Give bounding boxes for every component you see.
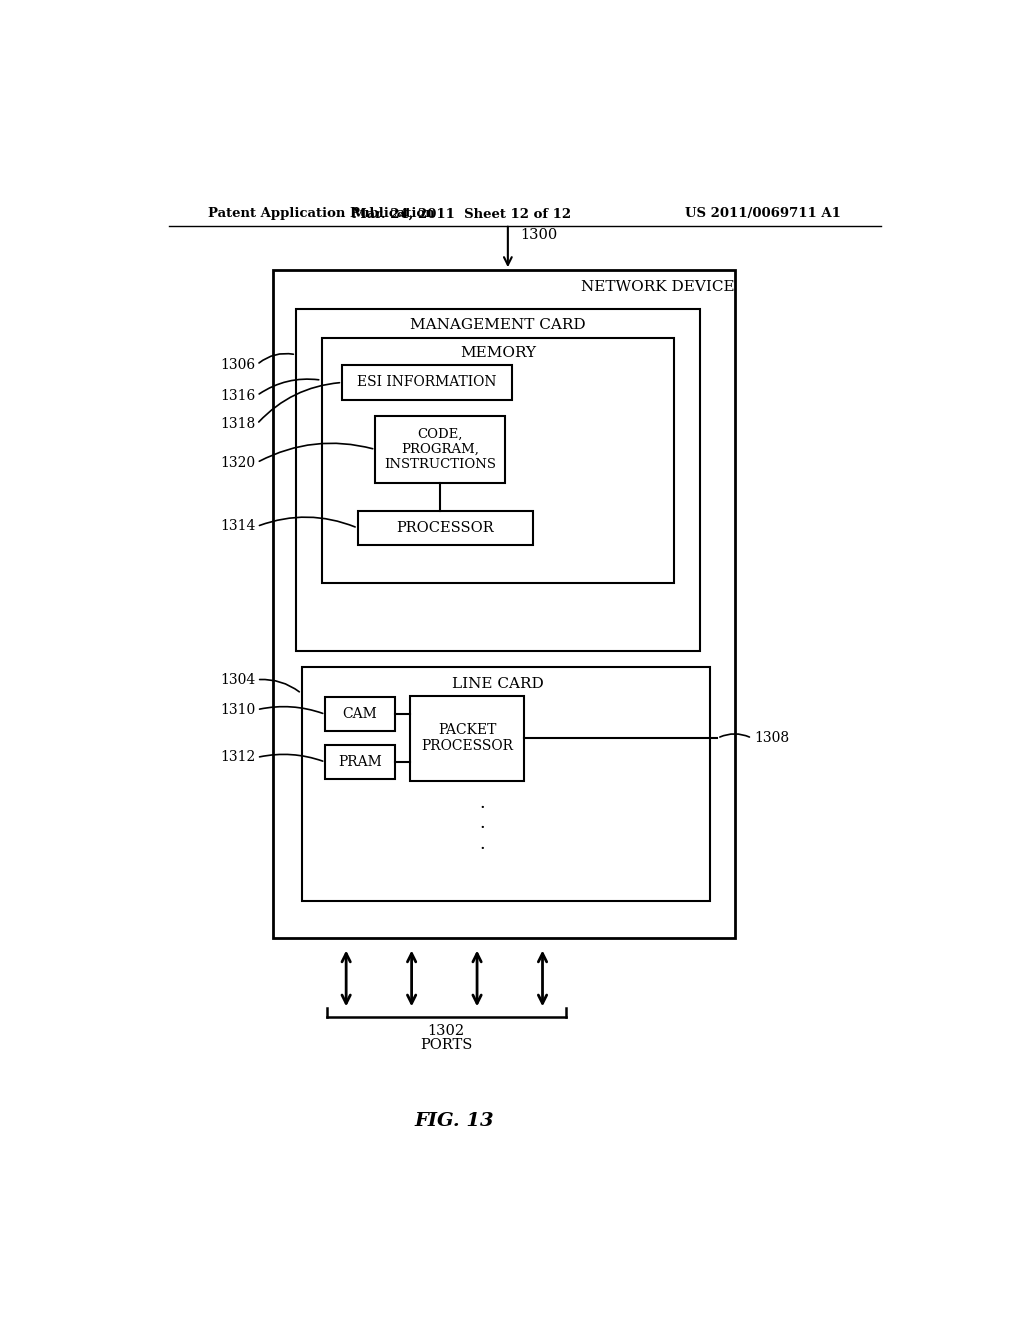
Bar [312, 677, 715, 907]
Bar [326, 697, 394, 731]
Text: 1304: 1304 [220, 673, 255, 686]
Bar [273, 271, 735, 939]
Bar [376, 416, 505, 483]
Bar [296, 309, 700, 651]
Text: Patent Application Publication: Patent Application Publication [208, 207, 434, 220]
Text: CODE,
PROGRAM,
INSTRUCTIONS: CODE, PROGRAM, INSTRUCTIONS [384, 428, 496, 471]
Text: 1314: 1314 [220, 520, 255, 533]
Bar [410, 696, 524, 780]
Text: 1318: 1318 [220, 417, 255, 432]
Text: 1308: 1308 [755, 731, 790, 746]
Text: 1302: 1302 [428, 1024, 465, 1038]
Text: 1310: 1310 [220, 702, 255, 717]
Text: ·
·
·: · · · [479, 799, 485, 858]
Text: MANAGEMENT CARD: MANAGEMENT CARD [410, 318, 586, 333]
Text: Mar. 24, 2011  Sheet 12 of 12: Mar. 24, 2011 Sheet 12 of 12 [352, 207, 571, 220]
Text: 1320: 1320 [220, 455, 255, 470]
Text: ESI INFORMATION: ESI INFORMATION [357, 375, 497, 389]
Text: US 2011/0069711 A1: US 2011/0069711 A1 [685, 207, 841, 220]
Text: 1306: 1306 [220, 358, 255, 372]
Bar [322, 338, 674, 582]
Text: PACKET
PROCESSOR: PACKET PROCESSOR [421, 723, 513, 754]
Text: 1300: 1300 [520, 228, 557, 243]
Text: 1316: 1316 [220, 388, 255, 403]
Text: LINE CARD: LINE CARD [452, 677, 544, 690]
Bar [357, 511, 534, 545]
Text: CAM: CAM [343, 708, 378, 721]
Bar [326, 744, 394, 779]
Text: PORTS: PORTS [420, 1038, 472, 1052]
Text: 1312: 1312 [220, 751, 255, 764]
Text: PROCESSOR: PROCESSOR [396, 521, 495, 535]
Text: MEMORY: MEMORY [460, 346, 536, 360]
Text: NETWORK DEVICE: NETWORK DEVICE [582, 280, 735, 294]
Text: PRAM: PRAM [338, 755, 382, 770]
Bar [342, 364, 512, 400]
Bar [323, 688, 720, 912]
Text: FIG. 13: FIG. 13 [414, 1111, 494, 1130]
Bar [301, 667, 710, 902]
